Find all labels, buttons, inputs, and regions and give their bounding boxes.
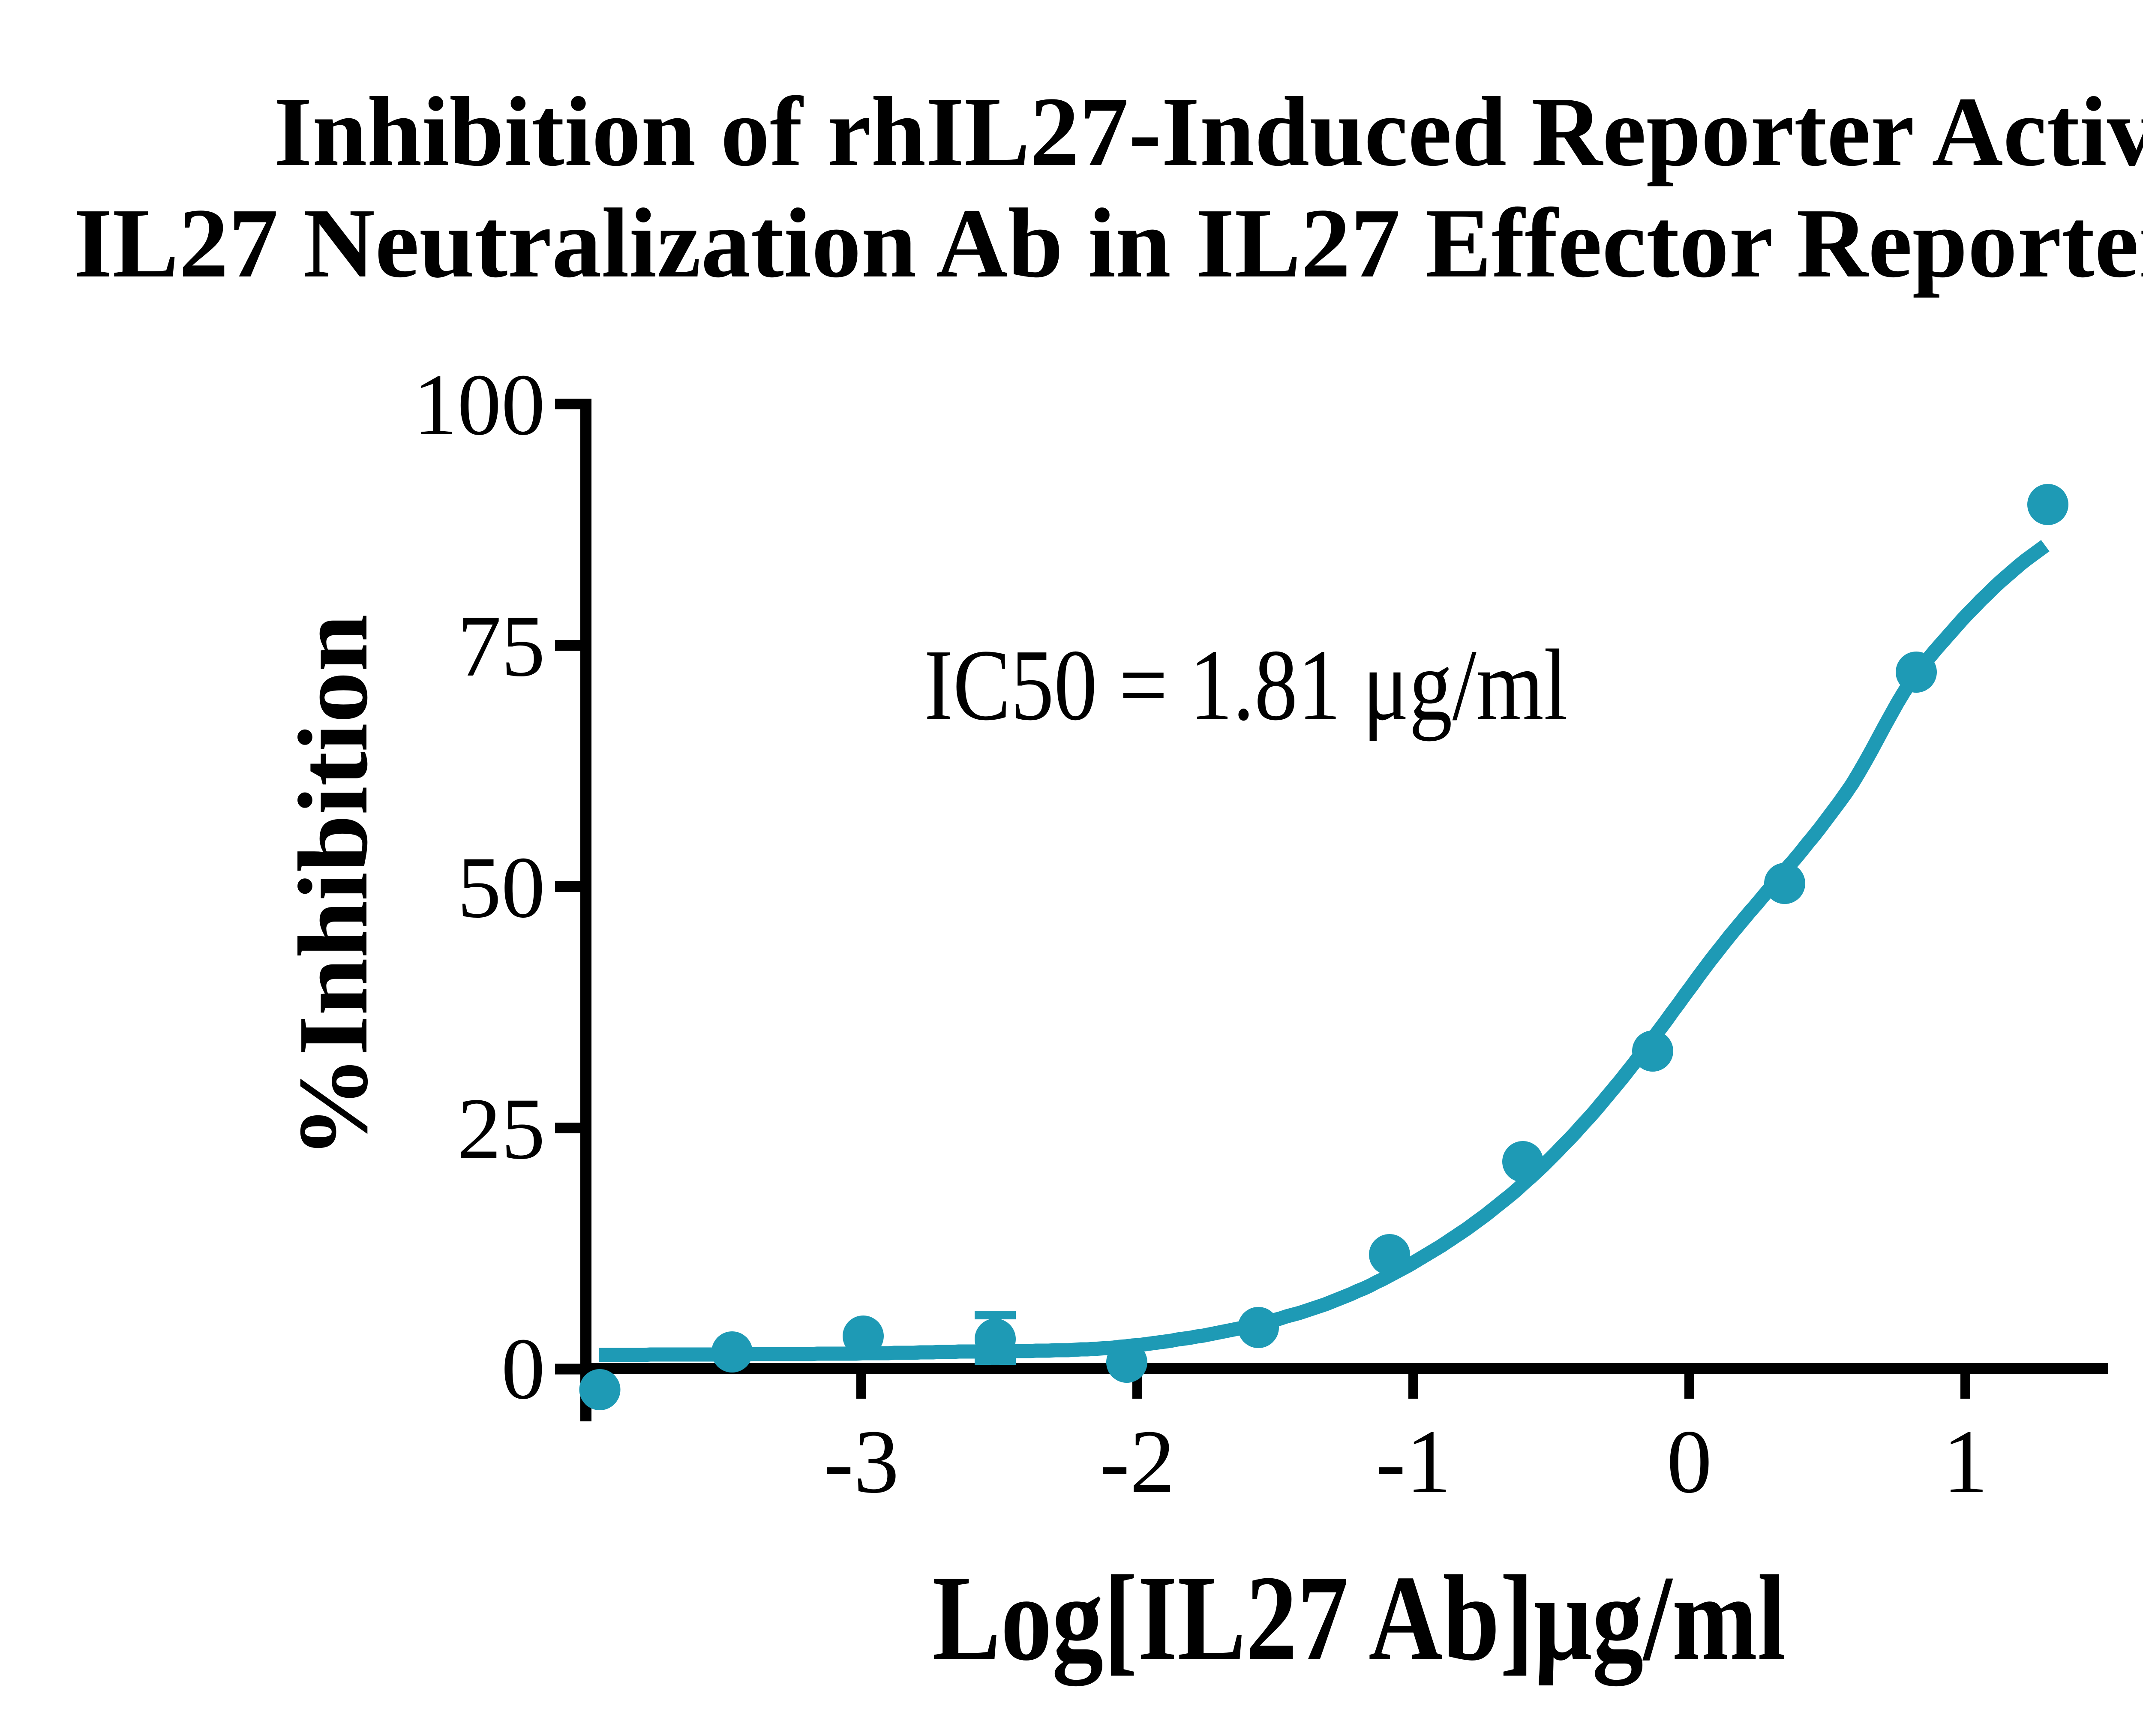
svg-text:50: 50 — [457, 839, 545, 936]
svg-text:-1: -1 — [1375, 1411, 1451, 1512]
svg-text:Inhibition of rhIL27-Induced R: Inhibition of rhIL27-Induced Reporter Ac… — [274, 77, 2143, 187]
svg-text:75: 75 — [457, 598, 545, 695]
svg-text:IL27 Neutralization Ab in IL27: IL27 Neutralization Ab in IL27 Effector … — [74, 188, 2143, 298]
svg-text:100: 100 — [414, 356, 546, 454]
svg-text:%Inhibition: %Inhibition — [278, 614, 388, 1159]
svg-text:0: 0 — [501, 1320, 546, 1418]
svg-text:0: 0 — [1667, 1411, 1712, 1512]
svg-text:-2: -2 — [1099, 1411, 1175, 1512]
svg-text:25: 25 — [457, 1080, 545, 1177]
svg-text:-3: -3 — [823, 1411, 899, 1512]
svg-text:1: 1 — [1943, 1411, 1988, 1512]
svg-text:Log[IL27 Ab]μg/ml: Log[IL27 Ab]μg/ml — [932, 1550, 1786, 1688]
svg-text:IC50 = 1.81 μg/ml: IC50 = 1.81 μg/ml — [924, 629, 1568, 742]
